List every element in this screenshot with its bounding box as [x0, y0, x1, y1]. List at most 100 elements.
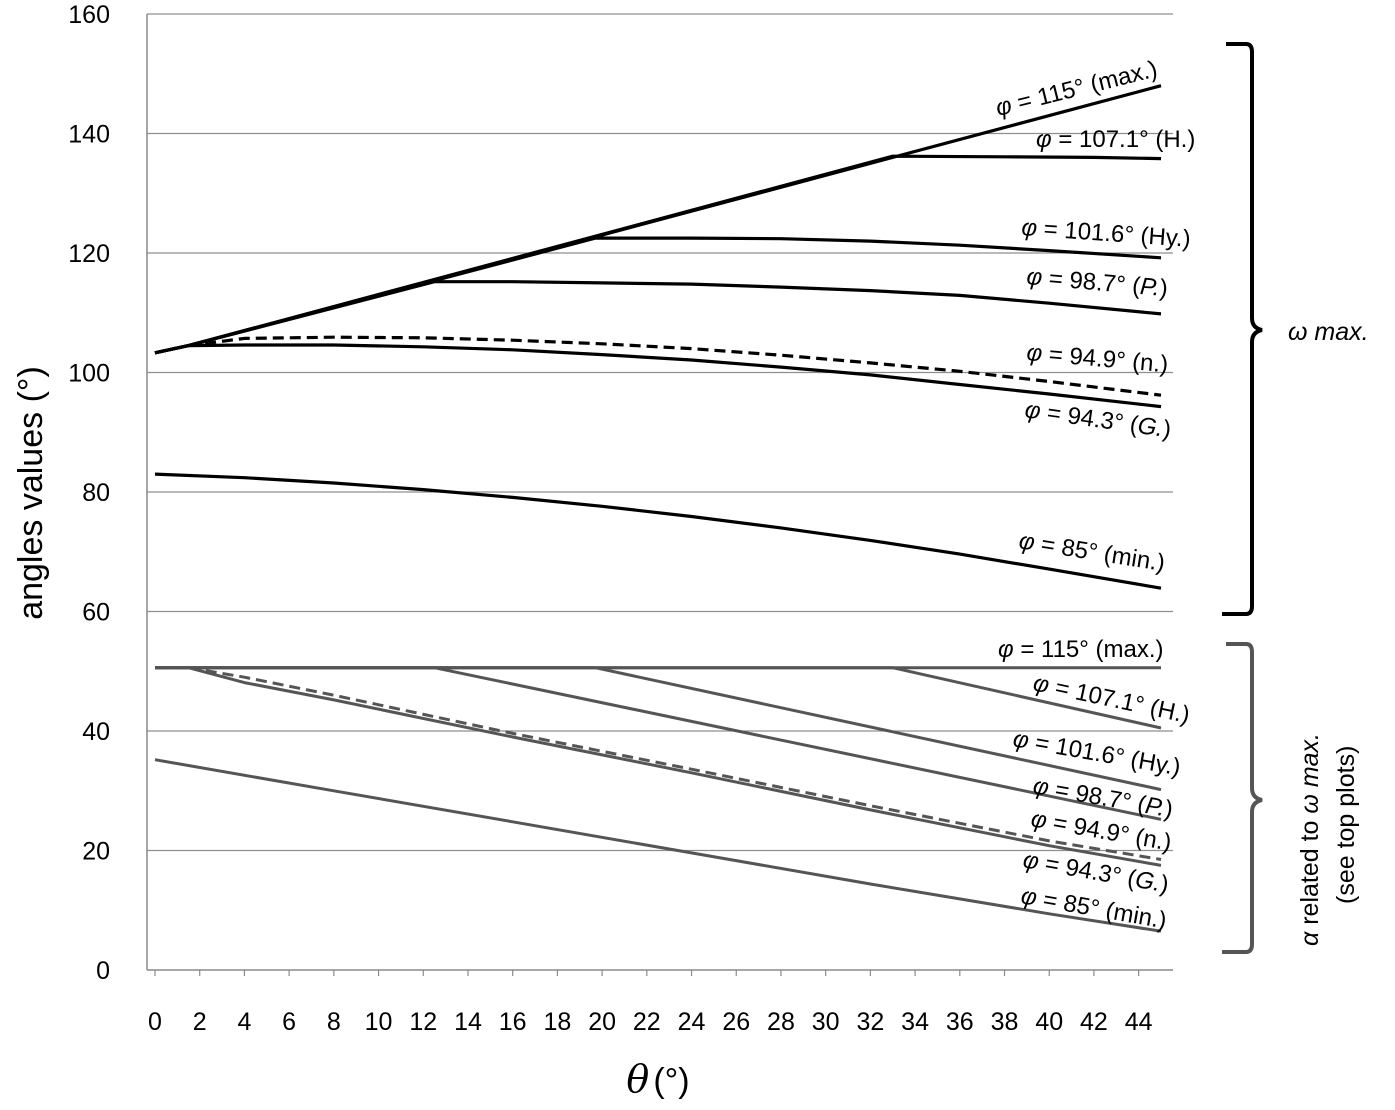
omega-series-line-6	[154, 472, 1162, 590]
label-abbr: G.	[1133, 866, 1163, 897]
x-tick-label: 18	[543, 1008, 571, 1036]
label-text: = 115° (max.)	[1008, 56, 1160, 118]
bottom-bracket-label-line2: (see top plots)	[1332, 746, 1360, 904]
phi-symbol: φ	[1025, 339, 1043, 367]
top-bracket: ω max.	[1222, 42, 1369, 616]
phi-symbol: φ	[1019, 882, 1039, 911]
alpha-series-line-4	[155, 666, 1162, 861]
bracket-text: related to	[1296, 814, 1324, 932]
x-tick-label: 30	[812, 1008, 840, 1036]
label-abbr: P.	[1139, 273, 1161, 302]
y-tick-label: 0	[96, 957, 110, 985]
x-axis-symbol: θ	[626, 1057, 649, 1101]
label-text: = 107.1° (H.)	[1046, 673, 1192, 729]
omega-series-line-3	[154, 280, 1162, 355]
omega-series-line-5	[154, 343, 1162, 409]
x-tick-label: 36	[946, 1008, 974, 1036]
x-tick-label: 10	[365, 1008, 393, 1036]
x-tick-label: 28	[767, 1008, 795, 1036]
label-top-94-3: φ = 94.3° (G.)	[1023, 396, 1173, 443]
axes	[146, 14, 1173, 971]
phi-symbol: φ	[1021, 846, 1041, 875]
label-abbr: G.	[1136, 412, 1165, 442]
bottom-bracket: α related to ω max. (see top plots)	[1222, 642, 1360, 954]
x-tick-label: 4	[237, 1008, 251, 1036]
grid-lines	[147, 13, 1173, 852]
y-tick-label: 140	[68, 121, 110, 149]
phi-symbol: φ	[1025, 263, 1043, 291]
phi-symbol: φ	[1036, 126, 1052, 153]
label-close: )	[1159, 275, 1169, 303]
alpha-series-line-2	[155, 666, 1162, 792]
y-tick-label: 20	[82, 838, 110, 866]
x-tick-label: 26	[722, 1008, 750, 1036]
x-tick-label: 22	[633, 1008, 661, 1036]
x-tick-label: 24	[678, 1008, 706, 1036]
bottom-bracket-shape	[1222, 642, 1263, 954]
y-axis-title: angles values (°)	[12, 366, 50, 620]
alpha-series-line-6	[154, 758, 1162, 933]
alpha-series-line-5	[155, 666, 1162, 867]
y-tick-label: 100	[68, 360, 110, 388]
x-tick-label: 12	[409, 1008, 437, 1036]
x-tick-labels: 0 2 4 6 8 10 12 14 16 18 20 22 24 26 28 30 32 34 36 38 40 42 4…	[148, 970, 1153, 1036]
bottom-bracket-label-line1: α related to ω max.	[1296, 733, 1324, 946]
x-tick-label: 2	[193, 1008, 207, 1036]
label-abbr: P.	[1143, 792, 1167, 822]
label-top-98: φ = 98.7° (P.)	[1025, 263, 1168, 302]
label-text: = 94.3° (	[1036, 849, 1138, 893]
label-top-115: φ = 115° (max.)	[993, 56, 1160, 122]
label-top-101: φ = 101.6° (Hy.)	[1021, 214, 1192, 253]
y-tick-label: 120	[68, 240, 110, 268]
label-top-107: φ = 107.1° (H.)	[1036, 126, 1195, 153]
x-tick-label: 14	[454, 1008, 482, 1036]
y-tick-label: 160	[68, 1, 110, 29]
alpha-symbol: α	[1296, 931, 1324, 946]
omega-series-line-4	[154, 335, 1162, 397]
label-close: )	[1161, 416, 1173, 444]
x-tick-label: 20	[588, 1008, 616, 1036]
phi-symbol: φ	[1029, 805, 1049, 834]
top-bracket-label: ω max.	[1288, 318, 1369, 346]
x-tick-label: 40	[1035, 1008, 1063, 1036]
phi-symbol: φ	[1023, 396, 1042, 425]
phi-symbol: φ	[1017, 527, 1037, 556]
label-text: = 107.1° (H.)	[1052, 126, 1196, 153]
x-tick-label: 6	[282, 1008, 296, 1036]
phi-symbol: φ	[1031, 772, 1051, 801]
top-bracket-shape	[1222, 42, 1263, 616]
y-tick-labels: 0 20 40 60 80 100 120 140 160	[68, 1, 110, 985]
y-tick-label: 60	[82, 599, 110, 627]
phi-symbol: φ	[998, 636, 1014, 663]
y-tick-label: 80	[82, 479, 110, 507]
omega-series-line-1	[154, 154, 1162, 355]
x-tick-label: 8	[327, 1008, 341, 1036]
label-text: = 115° (max.)	[1014, 636, 1164, 663]
y-tick-label: 40	[82, 718, 110, 746]
x-tick-label: 16	[499, 1008, 527, 1036]
label-text: = 101.6° (Hy.)	[1026, 728, 1182, 781]
series-lines	[154, 84, 1162, 933]
bottom-curve-labels: φ = 115° (max.) φ = 107.1° (H.) φ = 101.…	[998, 636, 1192, 934]
x-axis-unit: (°)	[653, 1062, 689, 1100]
phi-symbol: φ	[1021, 214, 1039, 242]
phi-symbol: φ	[1011, 725, 1031, 754]
x-tick-label: 38	[991, 1008, 1019, 1036]
x-tick-label: 32	[856, 1008, 884, 1036]
label-text: = 94.3° (	[1039, 398, 1140, 438]
x-tick-label: 0	[148, 1008, 162, 1036]
bracket-omega: ω max.	[1296, 733, 1324, 814]
x-tick-label: 34	[901, 1008, 929, 1036]
label-text: = 98.7° (	[1041, 264, 1141, 299]
phi-symbol: φ	[993, 92, 1015, 122]
label-bottom-107: φ = 107.1° (H.)	[1031, 669, 1192, 729]
x-tick-label: 44	[1125, 1008, 1153, 1036]
label-bottom-115: φ = 115° (max.)	[998, 636, 1164, 663]
label-top-85: φ = 85° (min.)	[1017, 527, 1167, 577]
phi-symbol: φ	[1031, 669, 1052, 699]
omega-series-line-2	[154, 236, 1162, 355]
label-text: = 101.6° (Hy.)	[1036, 215, 1191, 253]
x-axis-title: θ (°)	[626, 1057, 689, 1101]
